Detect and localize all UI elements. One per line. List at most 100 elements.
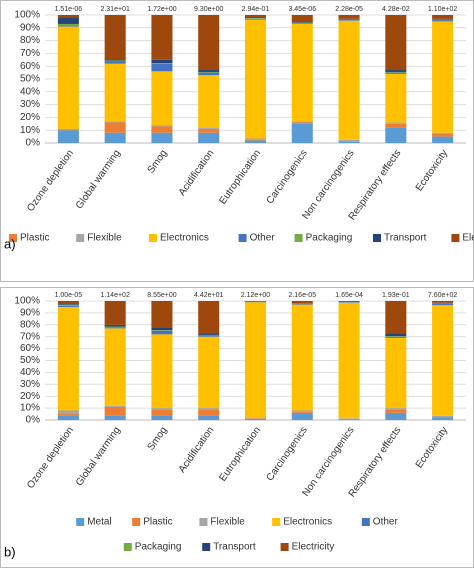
y-tick-label: 30%: [20, 99, 40, 110]
bar-segment: [104, 121, 126, 123]
bar-segment: [151, 408, 173, 410]
bar-segment: [385, 73, 407, 123]
bar-segment: [432, 19, 454, 21]
bar-segment: [104, 327, 126, 329]
bar-segment: [432, 21, 454, 133]
x-tick-label: Eutrophication: [217, 148, 263, 207]
y-tick-label: 100%: [14, 10, 40, 21]
bar-segment: [151, 415, 173, 420]
bar-segment: [385, 72, 407, 74]
bar-segment: [432, 18, 454, 20]
bar-segment: [338, 18, 360, 20]
legend-swatch: [272, 518, 281, 526]
bar-segment: [432, 417, 454, 420]
bar-segment: [432, 134, 454, 137]
y-tick-label: 90%: [20, 308, 40, 319]
bar-segment: [338, 418, 360, 419]
bar-segment: [338, 20, 360, 21]
bar-segment: [151, 330, 173, 331]
bar-segment: [432, 301, 454, 303]
bar-annotation: 4.42e+01: [194, 292, 223, 299]
y-tick-label: 0%: [26, 138, 41, 149]
bar-segment: [244, 301, 267, 303]
bar-segment: [291, 303, 313, 305]
bar-segment: [57, 410, 79, 415]
bar-segment: [151, 126, 173, 133]
bar-segment: [291, 22, 313, 23]
y-tick-label: 70%: [20, 331, 40, 342]
legend-label: Plastic: [20, 233, 49, 244]
bar-segment: [338, 15, 360, 19]
y-tick-label: 20%: [20, 112, 40, 123]
bar-annotation: 7.60e+02: [428, 292, 457, 299]
bar-segment: [244, 302, 267, 418]
legend-label: Other: [373, 517, 399, 528]
bar-segment: [151, 409, 173, 416]
x-tick-label: Ecotoxicity: [414, 425, 450, 470]
bar-segment: [385, 336, 407, 338]
y-tick-label: 70%: [20, 48, 40, 59]
bar-segment: [104, 122, 126, 133]
bar-segment: [104, 132, 126, 143]
bar-segment: [57, 129, 79, 131]
bar-annotation: 2.31e+01: [100, 6, 129, 13]
bar-segment: [338, 139, 360, 142]
bar-annotation: 2.12e+00: [241, 292, 270, 299]
legend-swatch: [361, 518, 370, 526]
legend-swatch: [373, 234, 381, 242]
bar-segment: [432, 303, 454, 306]
bar-segment: [244, 140, 267, 143]
bar-annotation: 1.72e+00: [147, 6, 176, 13]
bar-segment: [291, 23, 313, 24]
legend-swatch: [294, 234, 303, 242]
bar-annotation: 3.45e-06: [288, 6, 316, 13]
bar-annotation: 8.55e+00: [147, 292, 176, 299]
bar-segment: [151, 132, 173, 143]
bar-segment: [432, 15, 454, 19]
bar-segment: [385, 336, 407, 337]
bar-segment: [57, 17, 79, 24]
bar-segment: [151, 15, 173, 60]
bar-segment: [244, 138, 267, 140]
legend-swatch: [9, 234, 17, 242]
bar-segment: [338, 20, 360, 140]
legend-swatch: [202, 543, 211, 551]
legend-label: Electronics: [283, 517, 332, 528]
x-tick-label: Ecotoxicity: [414, 148, 450, 193]
bar-segment: [104, 301, 126, 325]
bar-segment: [198, 336, 220, 409]
bar-segment: [57, 306, 79, 411]
legend-label: Metal: [87, 517, 111, 528]
bar-segment: [432, 303, 454, 304]
bar-segment: [198, 334, 220, 336]
y-tick-label: 20%: [20, 391, 40, 402]
x-tick-label: Non carcinogenics: [300, 148, 356, 222]
bar-segment: [385, 15, 407, 71]
y-tick-label: 50%: [20, 355, 40, 366]
x-tick-label: Carcinogenics: [265, 425, 310, 483]
bar-segment: [338, 19, 360, 21]
bar-segment: [104, 405, 126, 407]
bar-segment: [151, 327, 173, 331]
bar-segment: [198, 333, 220, 335]
y-tick-label: 0%: [26, 415, 41, 426]
bar-segment: [104, 60, 126, 62]
y-tick-label: 60%: [20, 343, 40, 354]
bar-segment: [198, 409, 220, 416]
bar-annotation: 9.30e+00: [194, 6, 223, 13]
bar-segment: [338, 418, 360, 420]
x-tick-label: Ozone depletion: [25, 425, 76, 491]
bar-segment: [291, 23, 313, 122]
x-tick-label: Smog: [146, 148, 170, 176]
bar-segment: [57, 305, 79, 307]
bar-segment: [151, 63, 173, 72]
bar-segment: [244, 19, 267, 139]
legend-label: Plastic: [143, 517, 172, 528]
bar-segment: [338, 301, 360, 302]
x-tick-label: Ozone depletion: [25, 148, 76, 214]
bar-segment: [198, 15, 220, 71]
bar-segment: [385, 70, 407, 72]
legend-label: Transport: [384, 233, 427, 244]
bar-annotation: 2.16e-05: [288, 292, 316, 299]
bar-segment: [198, 71, 220, 73]
